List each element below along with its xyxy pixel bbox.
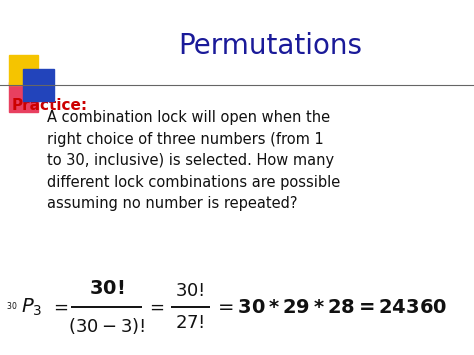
Bar bbox=[9, 82, 38, 112]
Text: $=\mathbf{30*29*28=24360}$: $=\mathbf{30*29*28=24360}$ bbox=[214, 297, 447, 317]
Text: $27!$: $27!$ bbox=[175, 314, 204, 332]
Text: A combination lock will open when the
right choice of three numbers (from 1
to 3: A combination lock will open when the ri… bbox=[47, 110, 341, 212]
Text: $\mathregular{_{30}}$: $\mathregular{_{30}}$ bbox=[6, 301, 17, 313]
Text: $30!$: $30!$ bbox=[175, 283, 204, 300]
Bar bbox=[23, 69, 54, 101]
Text: Practice:: Practice: bbox=[12, 98, 88, 113]
Text: $P_3$: $P_3$ bbox=[21, 296, 43, 318]
Bar bbox=[9, 55, 38, 85]
Text: $\bf{30!}$: $\bf{30!}$ bbox=[89, 279, 124, 298]
Text: Permutations: Permutations bbox=[178, 32, 362, 60]
Text: $(30-3)!$: $(30-3)!$ bbox=[68, 316, 145, 335]
Text: $=$: $=$ bbox=[50, 298, 68, 316]
Text: $=$: $=$ bbox=[146, 298, 164, 316]
